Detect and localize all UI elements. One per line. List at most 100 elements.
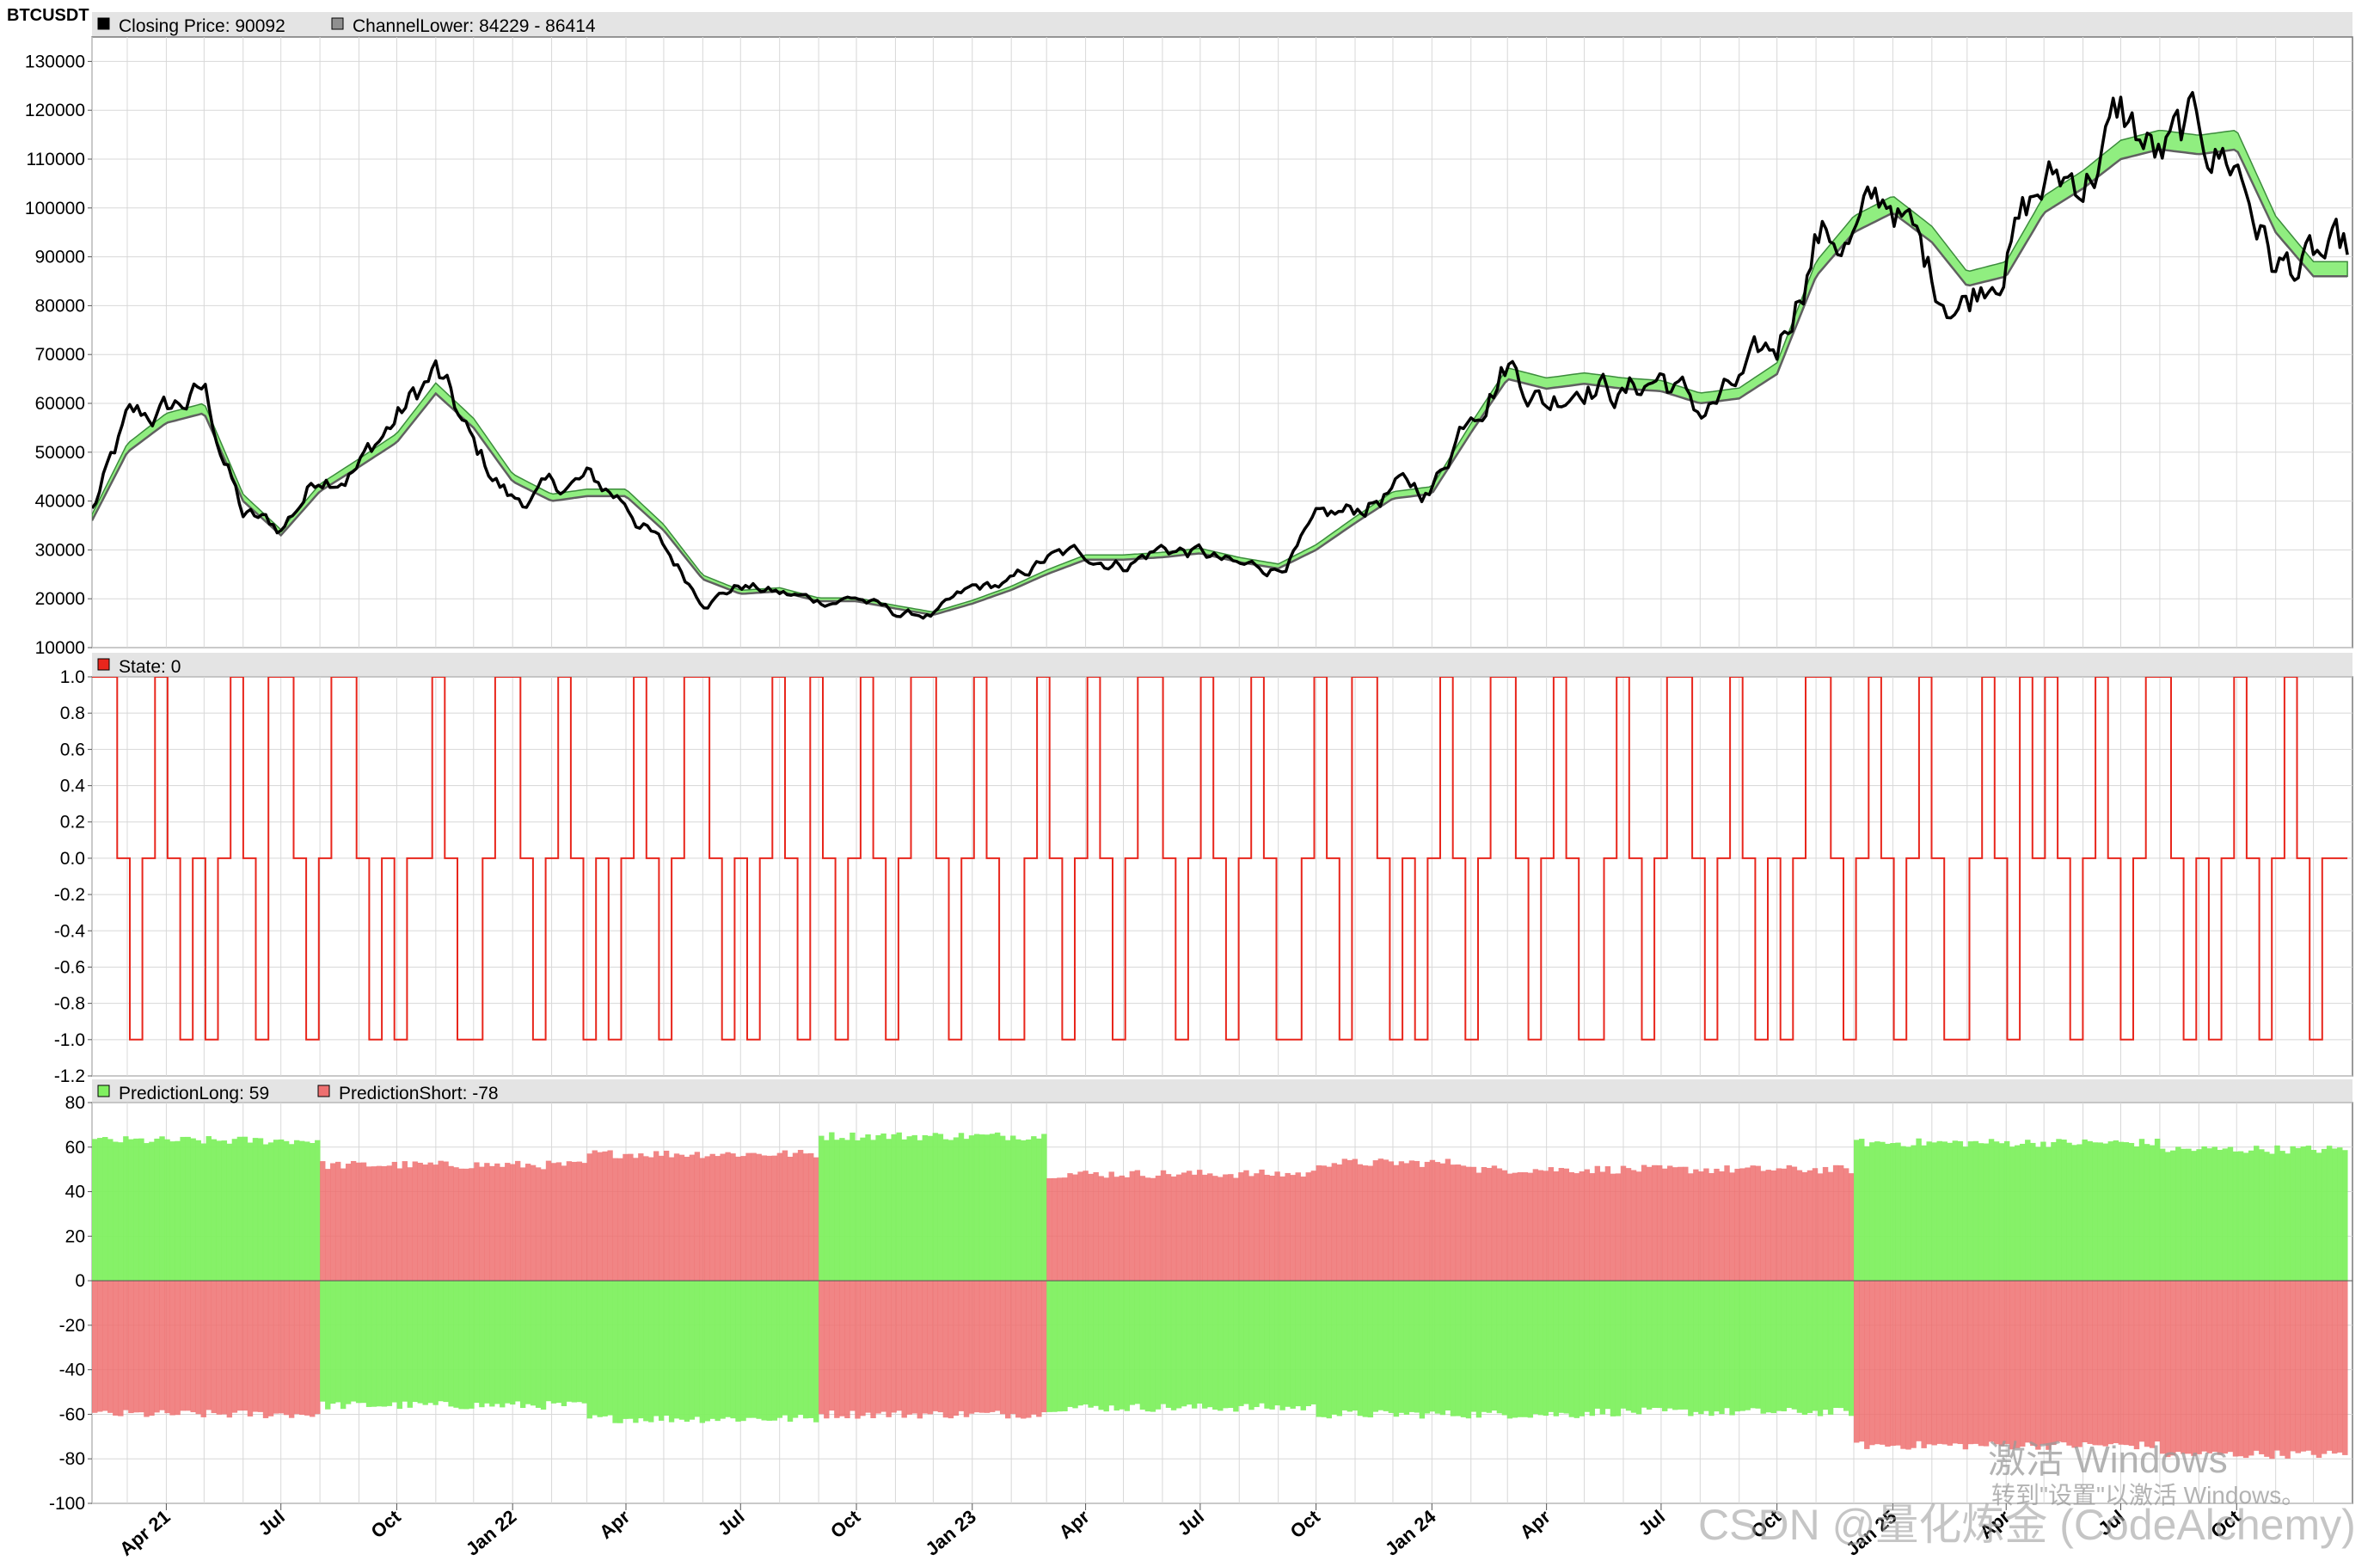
prediction-short-bar <box>1630 1170 1637 1281</box>
prediction-long-bar <box>2149 1145 2156 1281</box>
prediction-long-bar <box>494 1281 500 1404</box>
prediction-short-bar <box>1635 1171 1642 1281</box>
prediction-short-bar <box>678 1154 685 1281</box>
prediction-short-bar <box>519 1167 526 1281</box>
prediction-long-bar <box>2087 1140 2093 1281</box>
prediction-long-bar <box>896 1132 902 1281</box>
prediction-long-bar <box>958 1133 965 1281</box>
prediction-short-bar <box>2107 1281 2114 1445</box>
prediction-short-bar <box>782 1150 788 1281</box>
prediction-long-bar <box>2305 1146 2312 1281</box>
prediction-long-bar <box>906 1136 912 1281</box>
prediction-long-bar <box>2248 1150 2254 1281</box>
prediction-long-bar <box>2326 1146 2333 1281</box>
prediction-long-bar <box>273 1140 279 1281</box>
prediction-short-bar <box>1181 1172 1187 1281</box>
prediction-long-bar <box>144 1143 150 1281</box>
prediction-long-bar <box>2321 1148 2328 1281</box>
prediction-long-bar <box>118 1142 124 1281</box>
prediction-long-bar <box>1419 1281 1426 1419</box>
prediction-long-bar <box>576 1281 583 1403</box>
prediction-long-bar <box>2310 1150 2317 1281</box>
prediction-short-bar <box>994 1281 1001 1411</box>
prediction-short-bar <box>1052 1177 1058 1281</box>
prediction-short-bar <box>802 1153 809 1281</box>
state-legend: State: 0 <box>97 657 181 677</box>
prediction-long-bar <box>720 1281 726 1419</box>
prediction-long-bar <box>917 1140 923 1281</box>
prediction-short-bar <box>771 1155 778 1281</box>
prediction-short-bar <box>927 1281 934 1415</box>
ytick-label: 0 <box>75 1271 85 1291</box>
prediction-long-bar <box>1916 1138 1922 1281</box>
xtick-label: Jan 24 <box>1381 1505 1440 1560</box>
prediction-short-bar <box>2342 1281 2348 1455</box>
prediction-short-bar <box>875 1281 881 1414</box>
prediction-long-bar <box>999 1135 1006 1281</box>
ytick-label: 70000 <box>35 345 85 365</box>
prediction-long-bar <box>2071 1145 2077 1281</box>
prediction-short-bar <box>735 1156 741 1281</box>
prediction-long-bar <box>1036 1138 1042 1281</box>
prediction-short-bar <box>865 1281 871 1413</box>
ytick-label: -60 <box>59 1404 85 1424</box>
prediction-short-bar <box>1770 1170 1776 1281</box>
prediction-short-bar <box>242 1281 248 1411</box>
prediction-short-bar <box>2295 1281 2301 1453</box>
prediction-short-bar <box>1004 1281 1011 1419</box>
prediction-short-bar <box>2066 1281 2072 1446</box>
prediction-short-bar <box>1481 1166 1488 1281</box>
prediction-short-bar <box>190 1281 196 1413</box>
prediction-long-bar <box>1093 1281 1099 1406</box>
prediction-short-bar <box>1501 1170 1508 1281</box>
prediction-short-bar <box>262 1281 269 1418</box>
prediction-long-bar <box>1594 1281 1601 1409</box>
prediction-short-bar <box>1321 1165 1328 1281</box>
prediction-short-bar <box>2003 1281 2010 1444</box>
prediction-short-bar <box>2237 1281 2244 1457</box>
prediction-short-bar <box>1822 1166 1829 1281</box>
prediction-short-bar <box>123 1281 129 1410</box>
prediction-long-bar <box>1527 1281 1534 1418</box>
prediction-short-bar <box>1874 1281 1880 1445</box>
prediction-short-bar <box>1683 1166 1689 1281</box>
prediction-long-bar <box>1150 1281 1156 1412</box>
prediction-long-bar <box>2051 1142 2057 1281</box>
prediction-short-bar <box>896 1281 902 1411</box>
prediction-short-bar <box>834 1281 840 1418</box>
prediction-short-bar <box>1475 1172 1482 1281</box>
prediction-long-bar <box>807 1281 814 1418</box>
prediction-long-bar <box>1553 1281 1560 1416</box>
prediction-short-bar <box>1517 1171 1524 1281</box>
prediction-short-bar <box>1760 1171 1766 1281</box>
prediction-short-bar <box>1305 1172 1311 1281</box>
prediction-short-bar <box>2222 1281 2229 1454</box>
prediction-short-bar <box>484 1163 490 1281</box>
legend-channel-lower: ChannelLower: 84229 - 86414 <box>353 16 596 36</box>
prediction-short-bar <box>1548 1167 1555 1281</box>
prediction-short-bar <box>1708 1172 1714 1281</box>
prediction-short-bar <box>1532 1169 1539 1281</box>
prediction-short-bar <box>443 1161 449 1281</box>
closing-price-line <box>92 90 2349 620</box>
prediction-short-bar <box>730 1153 736 1281</box>
prediction-short-bar <box>1895 1281 1901 1446</box>
prediction-long-bar <box>612 1281 618 1423</box>
prediction-long-bar <box>540 1281 547 1410</box>
prediction-short-bar <box>1290 1175 1296 1281</box>
prediction-short-bar <box>1827 1171 1834 1281</box>
prediction-long-bar <box>159 1136 165 1281</box>
prediction-long-bar <box>1703 1281 1709 1411</box>
prediction-long-bar <box>663 1281 670 1416</box>
prediction-short-bar <box>1124 1177 1131 1281</box>
prediction-long-bar <box>550 1281 557 1404</box>
prediction-long-bar <box>1207 1281 1213 1408</box>
prediction-long-bar <box>1475 1281 1482 1418</box>
prediction-short-bar <box>2274 1281 2280 1451</box>
prediction-short-bar <box>530 1164 537 1281</box>
prediction-long-bar <box>288 1144 295 1281</box>
prediction-short-bar <box>1238 1172 1244 1281</box>
ytick-label: 130000 <box>25 52 85 71</box>
